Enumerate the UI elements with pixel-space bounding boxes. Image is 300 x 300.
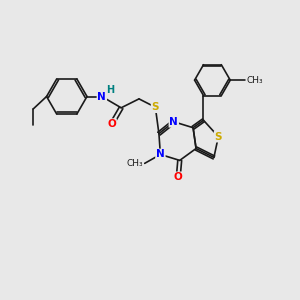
Text: N: N	[98, 92, 106, 101]
Text: O: O	[174, 172, 183, 182]
Text: O: O	[107, 119, 116, 129]
Text: CH₃: CH₃	[127, 159, 143, 168]
Text: CH₃: CH₃	[247, 76, 263, 85]
Text: S: S	[214, 132, 222, 142]
Text: N: N	[169, 117, 178, 127]
Text: S: S	[152, 102, 159, 112]
Text: N: N	[156, 149, 165, 160]
Text: H: H	[106, 85, 114, 95]
